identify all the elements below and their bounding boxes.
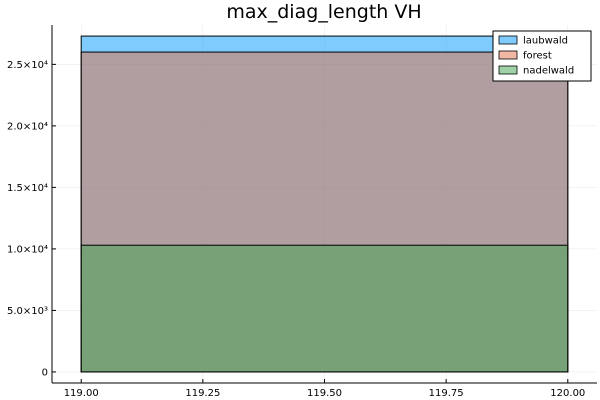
chart-title: max_diag_length VH <box>226 1 421 23</box>
x-tick-labels: 119.00 119.25 119.50 119.75 120.00 <box>64 379 585 399</box>
x-tick-label: 119.50 <box>307 388 342 399</box>
y-tick-label: 1.0×10⁴ <box>7 244 48 255</box>
y-tick-label: 2.5×10⁴ <box>7 60 48 71</box>
y-tick-labels: 0 5.0×10³ 1.0×10⁴ 1.5×10⁴ 2.0×10⁴ 2.5×10⁴ <box>7 60 56 378</box>
legend-label-forest: forest <box>523 51 552 62</box>
legend: laubwald forest nadelwald <box>492 30 592 82</box>
legend-label-laubwald: laubwald <box>523 36 568 47</box>
legend-swatch-nadelwald <box>498 65 518 75</box>
y-tick-label: 1.5×10⁴ <box>7 183 48 194</box>
x-tick-label: 120.00 <box>550 388 585 399</box>
x-tick-label: 119.00 <box>64 388 99 399</box>
y-tick-label: 5.0×10³ <box>7 306 48 317</box>
legend-swatch-laubwald <box>498 35 518 45</box>
y-tick-label: 0 <box>42 367 48 378</box>
x-tick-label: 119.25 <box>185 388 220 399</box>
legend-swatch-forest <box>498 50 518 60</box>
histogram-bars <box>80 35 569 373</box>
legend-label-nadelwald: nadelwald <box>523 66 574 77</box>
y-tick-label: 2.0×10⁴ <box>7 121 48 132</box>
bar-nadelwald <box>80 244 569 373</box>
x-tick-label: 119.75 <box>429 388 464 399</box>
